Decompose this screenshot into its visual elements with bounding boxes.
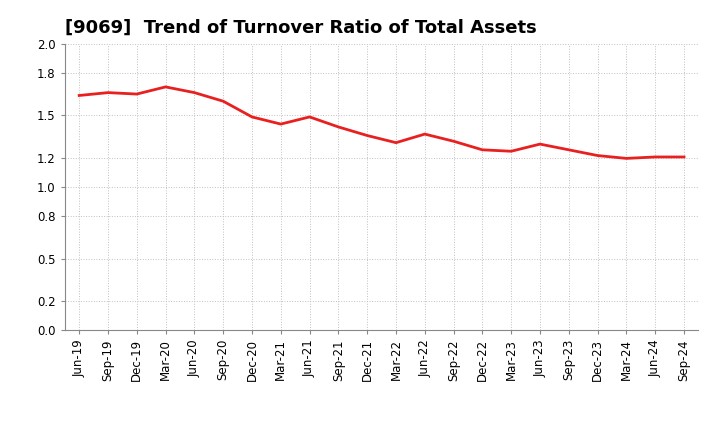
Text: [9069]  Trend of Turnover Ratio of Total Assets: [9069] Trend of Turnover Ratio of Total …	[65, 19, 536, 37]
